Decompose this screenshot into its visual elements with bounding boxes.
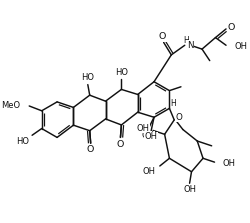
Text: O: O [226, 23, 234, 31]
Text: OH: OH [141, 131, 154, 140]
Text: OH: OH [136, 124, 149, 133]
Text: N: N [186, 41, 193, 50]
Text: OH: OH [182, 186, 195, 194]
Text: OH: OH [144, 132, 157, 141]
Text: O: O [175, 113, 182, 122]
Text: OH: OH [221, 159, 234, 168]
Text: OH: OH [142, 167, 155, 176]
Text: MeO: MeO [2, 101, 20, 109]
Text: O: O [158, 32, 166, 41]
Text: H: H [182, 36, 188, 45]
Text: H: H [170, 99, 175, 108]
Text: OH: OH [234, 42, 247, 51]
Text: HO: HO [16, 136, 29, 146]
Text: O: O [87, 145, 94, 154]
Text: HO: HO [114, 68, 128, 77]
Text: HO: HO [81, 73, 94, 83]
Text: O: O [116, 140, 124, 149]
